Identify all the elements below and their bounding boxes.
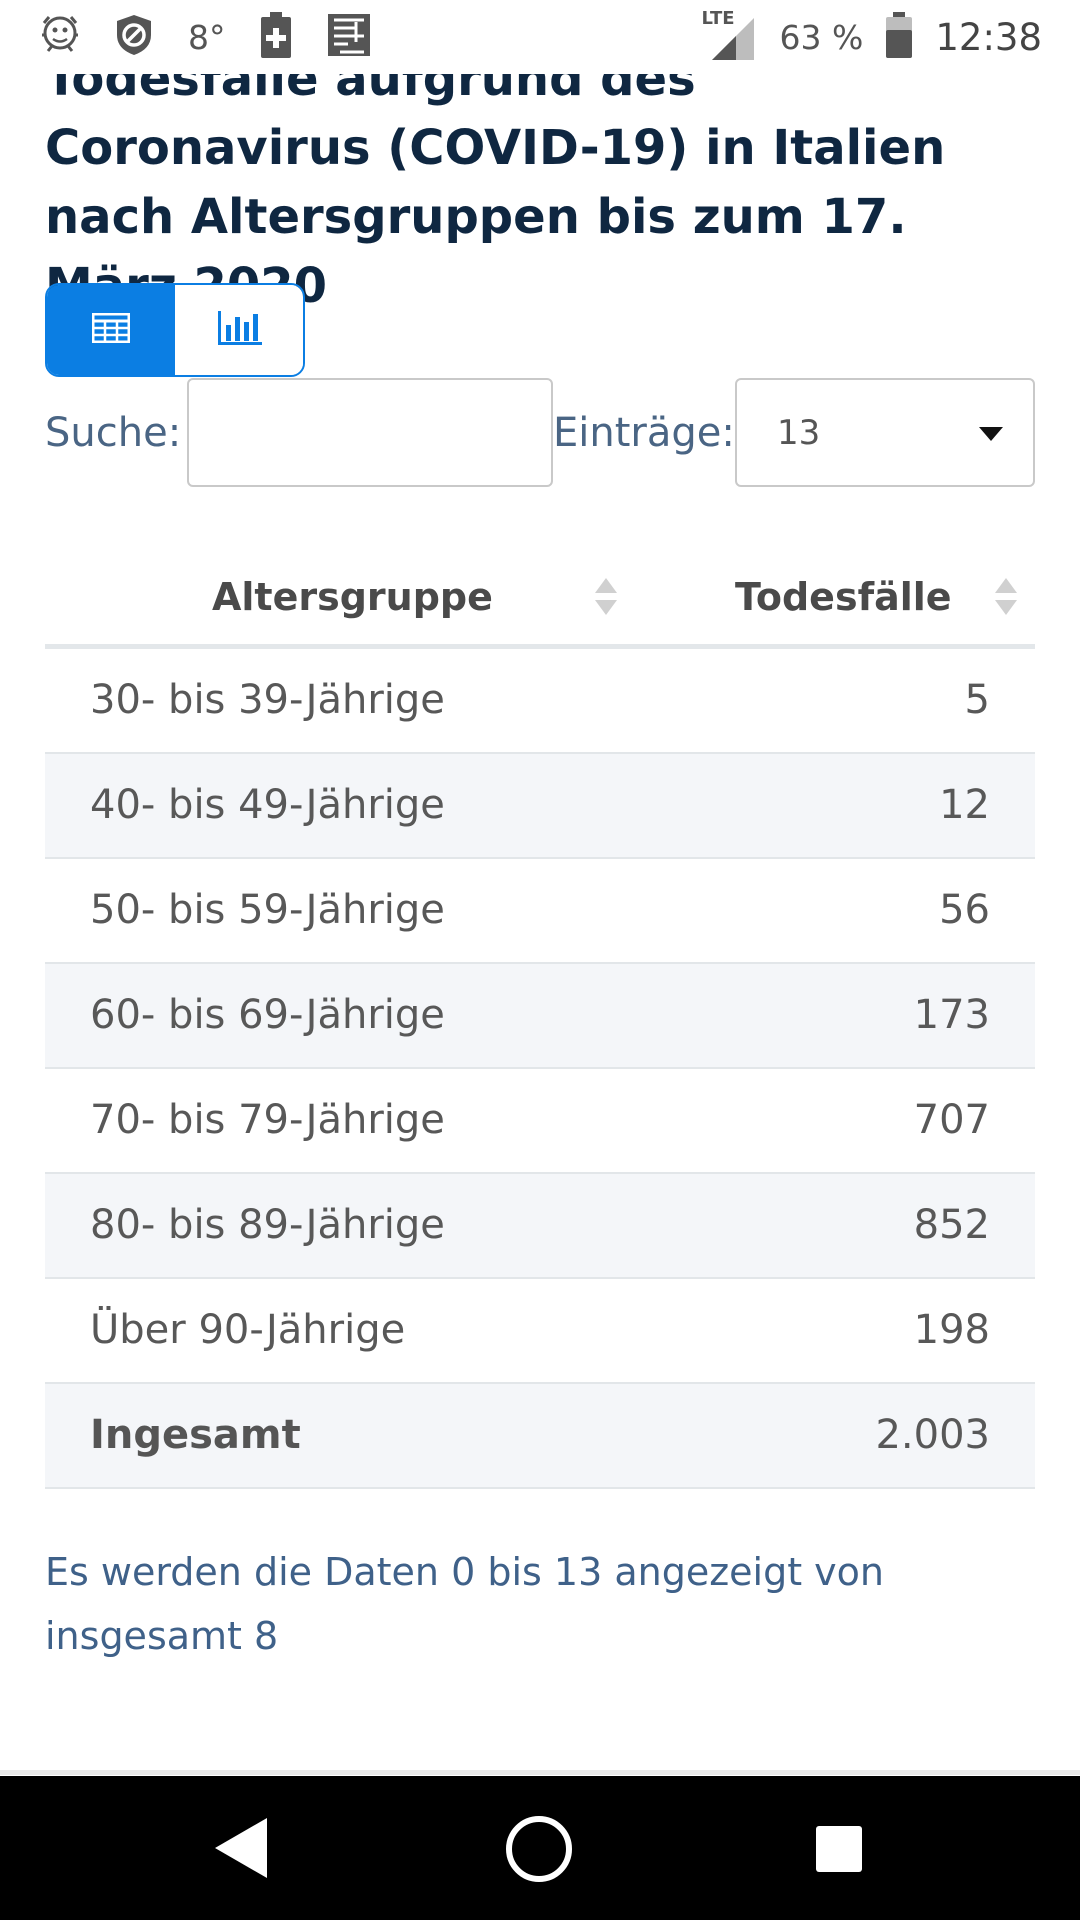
age-group-cell: 30- bis 39-Jährige — [90, 677, 445, 723]
total-value-cell: 2.003 — [875, 1412, 990, 1458]
table-row: 70- bis 79-Jährige 707 — [45, 1069, 1035, 1174]
table-row: 30- bis 39-Jährige 5 — [45, 649, 1035, 754]
bar-chart-icon — [216, 311, 262, 349]
table-view-button[interactable] — [47, 285, 175, 375]
table-row: Über 90-Jährige 198 — [45, 1279, 1035, 1384]
lion-icon — [40, 13, 80, 61]
caret-down-icon — [979, 427, 1003, 441]
age-group-cell: 60- bis 69-Jährige — [90, 992, 445, 1038]
divider — [0, 1770, 1080, 1775]
deaths-cell: 12 — [939, 782, 990, 828]
deaths-cell: 707 — [913, 1097, 990, 1143]
age-group-cell: 70- bis 79-Jährige — [90, 1097, 445, 1143]
deaths-cell: 173 — [913, 992, 990, 1038]
battery-percent-text: 63 % — [779, 17, 864, 57]
view-toggle — [45, 283, 305, 377]
navigation-bar — [0, 1776, 1080, 1920]
table-info-text: Es werden die Daten 0 bis 13 angezeigt v… — [45, 1550, 885, 1658]
deaths-cell: 852 — [913, 1202, 990, 1248]
search-input[interactable] — [187, 378, 553, 487]
chart-view-button[interactable] — [175, 285, 303, 375]
signal-icon: LTE — [702, 8, 758, 62]
battery-icon — [885, 12, 913, 62]
battery-plus-icon — [260, 12, 292, 62]
sort-icon[interactable] — [595, 578, 617, 618]
column-header-deaths[interactable]: Todesfälle — [735, 575, 952, 619]
deaths-cell: 56 — [939, 887, 990, 933]
deaths-cell: 198 — [913, 1307, 990, 1353]
table-row: 40- bis 49-Jährige 12 — [45, 754, 1035, 859]
age-group-cell: Über 90-Jährige — [90, 1307, 406, 1353]
network-type-text: LTE — [701, 8, 735, 29]
status-bar: 8° LTE — [0, 0, 1080, 74]
data-table: Altersgruppe Todesfälle 30- bis 39-Jähri… — [45, 545, 1035, 1489]
entries-select-value: 13 — [777, 412, 821, 453]
deaths-cell: 5 — [964, 677, 990, 723]
blocked-icon — [114, 13, 154, 61]
page-title: Todesfälle aufgrund des Coronavirus (COV… — [45, 51, 946, 314]
table-icon — [91, 312, 131, 347]
search-label: Suche: — [45, 410, 182, 456]
age-group-cell: 80- bis 89-Jährige — [90, 1202, 445, 1248]
table-header: Altersgruppe Todesfälle — [45, 545, 1035, 649]
sort-icon[interactable] — [995, 578, 1017, 618]
back-icon[interactable] — [213, 1816, 269, 1884]
age-group-cell: 50- bis 59-Jährige — [90, 887, 445, 933]
table-row-total: Ingesamt 2.003 — [45, 1384, 1035, 1489]
home-icon[interactable] — [506, 1816, 572, 1882]
table-row: 60- bis 69-Jährige 173 — [45, 964, 1035, 1069]
table-row: 50- bis 59-Jährige 56 — [45, 859, 1035, 964]
entries-select[interactable]: 13 — [735, 378, 1035, 487]
pattern-icon — [326, 12, 372, 62]
total-label-cell: Ingesamt — [90, 1412, 301, 1458]
table-controls: Suche: Einträge: 13 — [45, 378, 1035, 488]
entries-label: Einträge: — [553, 410, 735, 456]
clock-text: 12:38 — [935, 15, 1042, 59]
column-header-age-group[interactable]: Altersgruppe — [212, 575, 493, 619]
page-content: Todesfälle aufgrund des Coronavirus (COV… — [0, 51, 1080, 1775]
temperature-text: 8° — [188, 17, 226, 57]
table-row: 80- bis 89-Jährige 852 — [45, 1174, 1035, 1279]
age-group-cell: 40- bis 49-Jährige — [90, 782, 445, 828]
recent-apps-icon[interactable] — [816, 1826, 862, 1872]
